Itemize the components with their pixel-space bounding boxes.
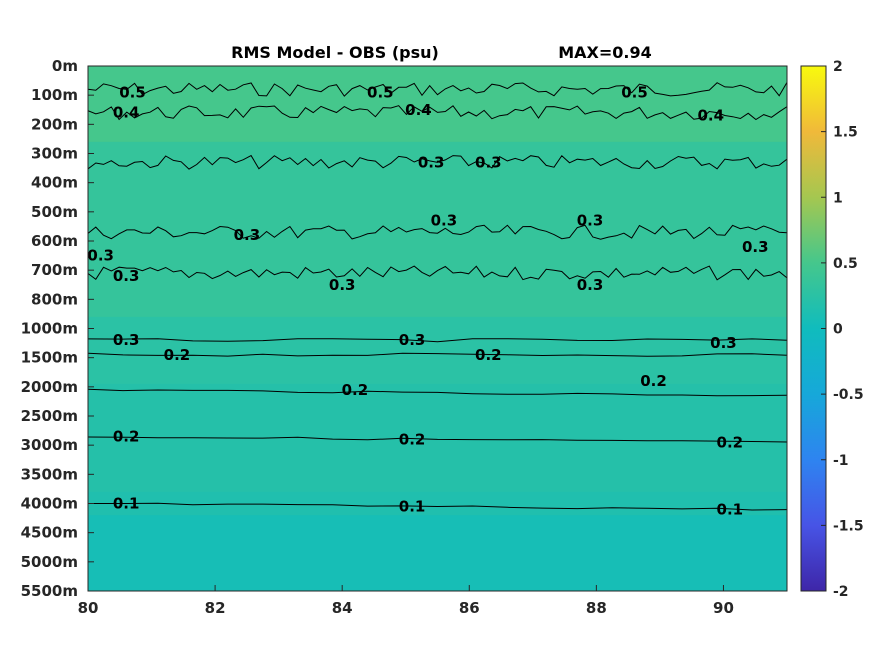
contour-label: 0.2 <box>399 430 426 448</box>
y-tick-label: 1500m <box>21 349 78 367</box>
chart-title: RMS Model - OBS (psu) <box>231 43 439 62</box>
contour-line-9 <box>88 502 787 511</box>
contour-line-6 <box>88 352 787 357</box>
contour-label: 0.2 <box>113 427 140 445</box>
y-tick-label: 800m <box>31 290 78 308</box>
contour-label: 0.3 <box>418 153 445 171</box>
y-tick-label: 600m <box>31 232 78 250</box>
contour-label: 0.2 <box>475 346 502 364</box>
color-band-2 <box>88 316 787 385</box>
x-tick-label: 80 <box>78 599 99 617</box>
y-tick-label: 4500m <box>21 524 78 542</box>
y-tick-label: 300m <box>31 145 78 163</box>
x-tick-label: 88 <box>586 599 607 617</box>
contour-label: 0.1 <box>113 495 140 513</box>
y-tick-label: 500m <box>31 203 78 221</box>
contour-label: 0.4 <box>405 101 432 119</box>
x-tick-label: 82 <box>205 599 226 617</box>
colorbar-ticks: 2 1.5 1 0.5 0 -0.5 -1 -1.5 -2 <box>821 59 864 600</box>
contour-labels: 0.5 0.5 0.5 0.4 0.4 0.4 0.3 0.3 0.3 0.3 0.3 0.3 0.3 0… <box>87 83 769 518</box>
plot-area <box>88 66 787 591</box>
contour-line-1 <box>88 105 787 121</box>
contour-line-8 <box>88 436 787 443</box>
contour-label: 0.2 <box>640 372 667 390</box>
x-tick-label: 90 <box>713 599 734 617</box>
y-tick-label: 1000m <box>21 320 78 338</box>
contour-label: 0.3 <box>577 276 604 294</box>
y-tick-label: 3000m <box>21 436 78 454</box>
colorbar-tick-label: -1 <box>833 453 849 469</box>
y-tick-label: 4000m <box>21 495 78 513</box>
contour-line-0 <box>88 82 787 97</box>
contour-label: 0.3 <box>234 226 261 244</box>
contour-label: 0.5 <box>621 83 648 101</box>
color-band-5 <box>88 515 787 591</box>
colorbar-tick-label: -0.5 <box>833 387 864 403</box>
colorbar-tick-label: -2 <box>833 584 849 600</box>
contour-label: 0.2 <box>164 346 191 364</box>
contour-label: 0.3 <box>710 334 737 352</box>
y-tick-label: 3500m <box>21 465 78 483</box>
contour-label: 0.2 <box>717 433 744 451</box>
contour-lines <box>88 82 787 511</box>
contour-label: 0.3 <box>113 331 140 349</box>
max-label: MAX=0.94 <box>558 43 652 62</box>
y-tick-label: 5000m <box>21 553 78 571</box>
contour-label: 0.3 <box>399 331 426 349</box>
color-band-4 <box>88 491 787 516</box>
colorbar-tick-label: 1 <box>833 190 843 206</box>
contour-label: 0.1 <box>399 497 426 515</box>
x-tick-label: 84 <box>332 599 353 617</box>
color-bands <box>88 66 787 591</box>
contour-label: 0.3 <box>87 247 114 265</box>
contour-label: 0.3 <box>475 153 502 171</box>
y-axis: 0m 100m 200m 300m 400m 500m 600m 700m 800m 1000m 1… <box>21 57 94 600</box>
contour-label: 0.3 <box>113 267 140 285</box>
x-tick-label: 86 <box>459 599 480 617</box>
contour-label: 0.3 <box>329 276 356 294</box>
contour-label: 0.4 <box>697 107 724 125</box>
contour-label: 0.1 <box>717 500 744 518</box>
contour-line-4 <box>88 265 787 281</box>
color-band-0 <box>88 66 787 143</box>
contour-label: 0.2 <box>342 381 369 399</box>
contour-line-5 <box>88 338 787 343</box>
contour-line-3 <box>88 224 787 240</box>
colorbar-tick-label: -1.5 <box>833 518 864 534</box>
y-tick-label: 400m <box>31 174 78 192</box>
y-tick-label: 5500m <box>21 582 78 600</box>
y-tick-label: 100m <box>31 86 78 104</box>
contour-label: 0.5 <box>367 83 394 101</box>
contour-label: 0.4 <box>113 104 140 122</box>
contour-line-2 <box>88 154 787 170</box>
contour-label: 0.3 <box>577 212 604 230</box>
color-band-1 <box>88 141 787 318</box>
colorbar-tick-label: 0.5 <box>833 256 858 272</box>
contour-label: 0.5 <box>119 83 146 101</box>
y-tick-label: 2000m <box>21 378 78 396</box>
colorbar-tick-label: 0 <box>833 322 843 338</box>
contour-label: 0.3 <box>742 238 769 256</box>
colorbar: 2 1.5 1 0.5 0 -0.5 -1 -1.5 -2 <box>800 59 864 600</box>
y-tick-label: 200m <box>31 115 78 133</box>
y-tick-label: 2500m <box>21 407 78 425</box>
y-tick-label: 0m <box>52 57 78 75</box>
colorbar-tick-label: 2 <box>833 59 843 75</box>
contour-label: 0.3 <box>431 212 458 230</box>
y-tick-label: 700m <box>31 261 78 279</box>
contour-line-7 <box>88 388 787 397</box>
colorbar-tick-label: 1.5 <box>833 125 858 141</box>
x-axis: 80 82 84 86 88 90 <box>78 585 734 617</box>
